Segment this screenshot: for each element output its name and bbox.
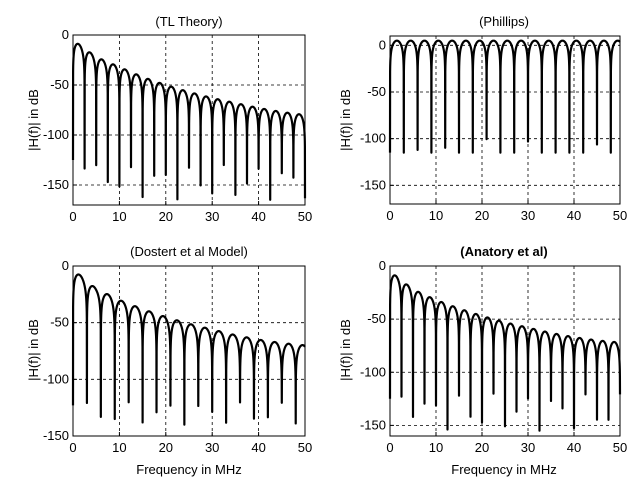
x-tick-label: 10 <box>429 208 443 223</box>
series-line <box>71 273 306 426</box>
panel-title: (Anatory et al) <box>460 244 547 259</box>
plot-area: 0 10 20 30 40 50 0 -50 -100 -150 <box>360 258 627 455</box>
x-tick-label: 10 <box>112 209 126 224</box>
panel-title: (Phillips) <box>479 14 529 29</box>
y-tick-label: -50 <box>50 77 69 92</box>
panel-phillips: (Phillips) |H(f)| in dB 0 10 20 30 40 50 0 -50 -… <box>338 14 627 223</box>
x-tick-label: 20 <box>475 208 489 223</box>
y-tick-label: -50 <box>50 315 69 330</box>
x-tick-label: 0 <box>386 208 393 223</box>
panel-tl-theory: (TL Theory) |H(f)| in dB 0 10 20 30 40 50 0 -50… <box>26 14 312 224</box>
panel-anatory: (Anatory et al) |H(f)| in dB Frequency i… <box>338 244 627 477</box>
y-tick-label: 0 <box>379 258 386 273</box>
y-tick-label: -50 <box>367 311 386 326</box>
x-axis-label: Frequency in MHz <box>451 462 556 477</box>
y-tick-label: -100 <box>43 127 69 142</box>
x-tick-label: 40 <box>251 440 265 455</box>
x-tick-label: 10 <box>429 440 443 455</box>
y-tick-label: -50 <box>367 84 386 99</box>
axes-frame <box>389 265 621 437</box>
y-tick-label: -100 <box>360 364 386 379</box>
x-tick-label: 40 <box>251 209 265 224</box>
y-axis-label: |H(f)| in dB <box>26 89 41 151</box>
x-tick-label: 20 <box>475 440 489 455</box>
axes-frame <box>389 35 621 205</box>
x-tick-label: 0 <box>69 209 76 224</box>
y-tick-label: -150 <box>43 428 69 443</box>
x-tick-label: 30 <box>205 209 219 224</box>
x-tick-label: 50 <box>298 209 312 224</box>
y-tick-label: 0 <box>62 258 69 273</box>
series-line <box>71 42 307 201</box>
x-tick-label: 30 <box>205 440 219 455</box>
x-tick-label: 50 <box>613 208 627 223</box>
x-tick-label: 30 <box>521 440 535 455</box>
x-tick-label: 50 <box>613 440 627 455</box>
x-tick-label: 20 <box>159 209 173 224</box>
x-tick-label: 40 <box>567 208 581 223</box>
y-tick-label: -100 <box>360 131 386 146</box>
x-tick-label: 50 <box>298 440 312 455</box>
axes-frame <box>72 34 306 206</box>
x-tick-label: 30 <box>521 208 535 223</box>
series-line <box>388 39 621 154</box>
y-tick-label: -150 <box>360 417 386 432</box>
panel-title: (TL Theory) <box>155 14 222 29</box>
x-tick-label: 20 <box>159 440 173 455</box>
panel-title: (Dostert et al Model) <box>130 244 248 259</box>
y-tick-label: -150 <box>360 177 386 192</box>
x-axis-label: Frequency in MHz <box>136 462 241 477</box>
plot-area: 0 10 20 30 40 50 0 -50 -100 -150 <box>43 27 312 224</box>
series-line <box>388 274 622 432</box>
x-tick-label: 0 <box>386 440 393 455</box>
panel-dostert: (Dostert et al Model) |H(f)| in dB Frequ… <box>26 244 312 477</box>
y-axis-label: |H(f)| in dB <box>338 319 353 381</box>
y-tick-label: 0 <box>62 27 69 42</box>
y-axis-label: |H(f)| in dB <box>338 89 353 151</box>
plot-area: 0 10 20 30 40 50 0 -50 -100 -150 <box>43 258 312 455</box>
plot-area: 0 10 20 30 40 50 0 -50 -100 -150 <box>360 35 627 223</box>
x-tick-label: 40 <box>567 440 581 455</box>
x-tick-label: 0 <box>69 440 76 455</box>
y-tick-label: 0 <box>379 37 386 52</box>
y-axis-label: |H(f)| in dB <box>26 319 41 381</box>
y-tick-label: -150 <box>43 177 69 192</box>
y-tick-label: -100 <box>43 371 69 386</box>
axes-frame <box>72 265 306 437</box>
x-tick-label: 10 <box>112 440 126 455</box>
